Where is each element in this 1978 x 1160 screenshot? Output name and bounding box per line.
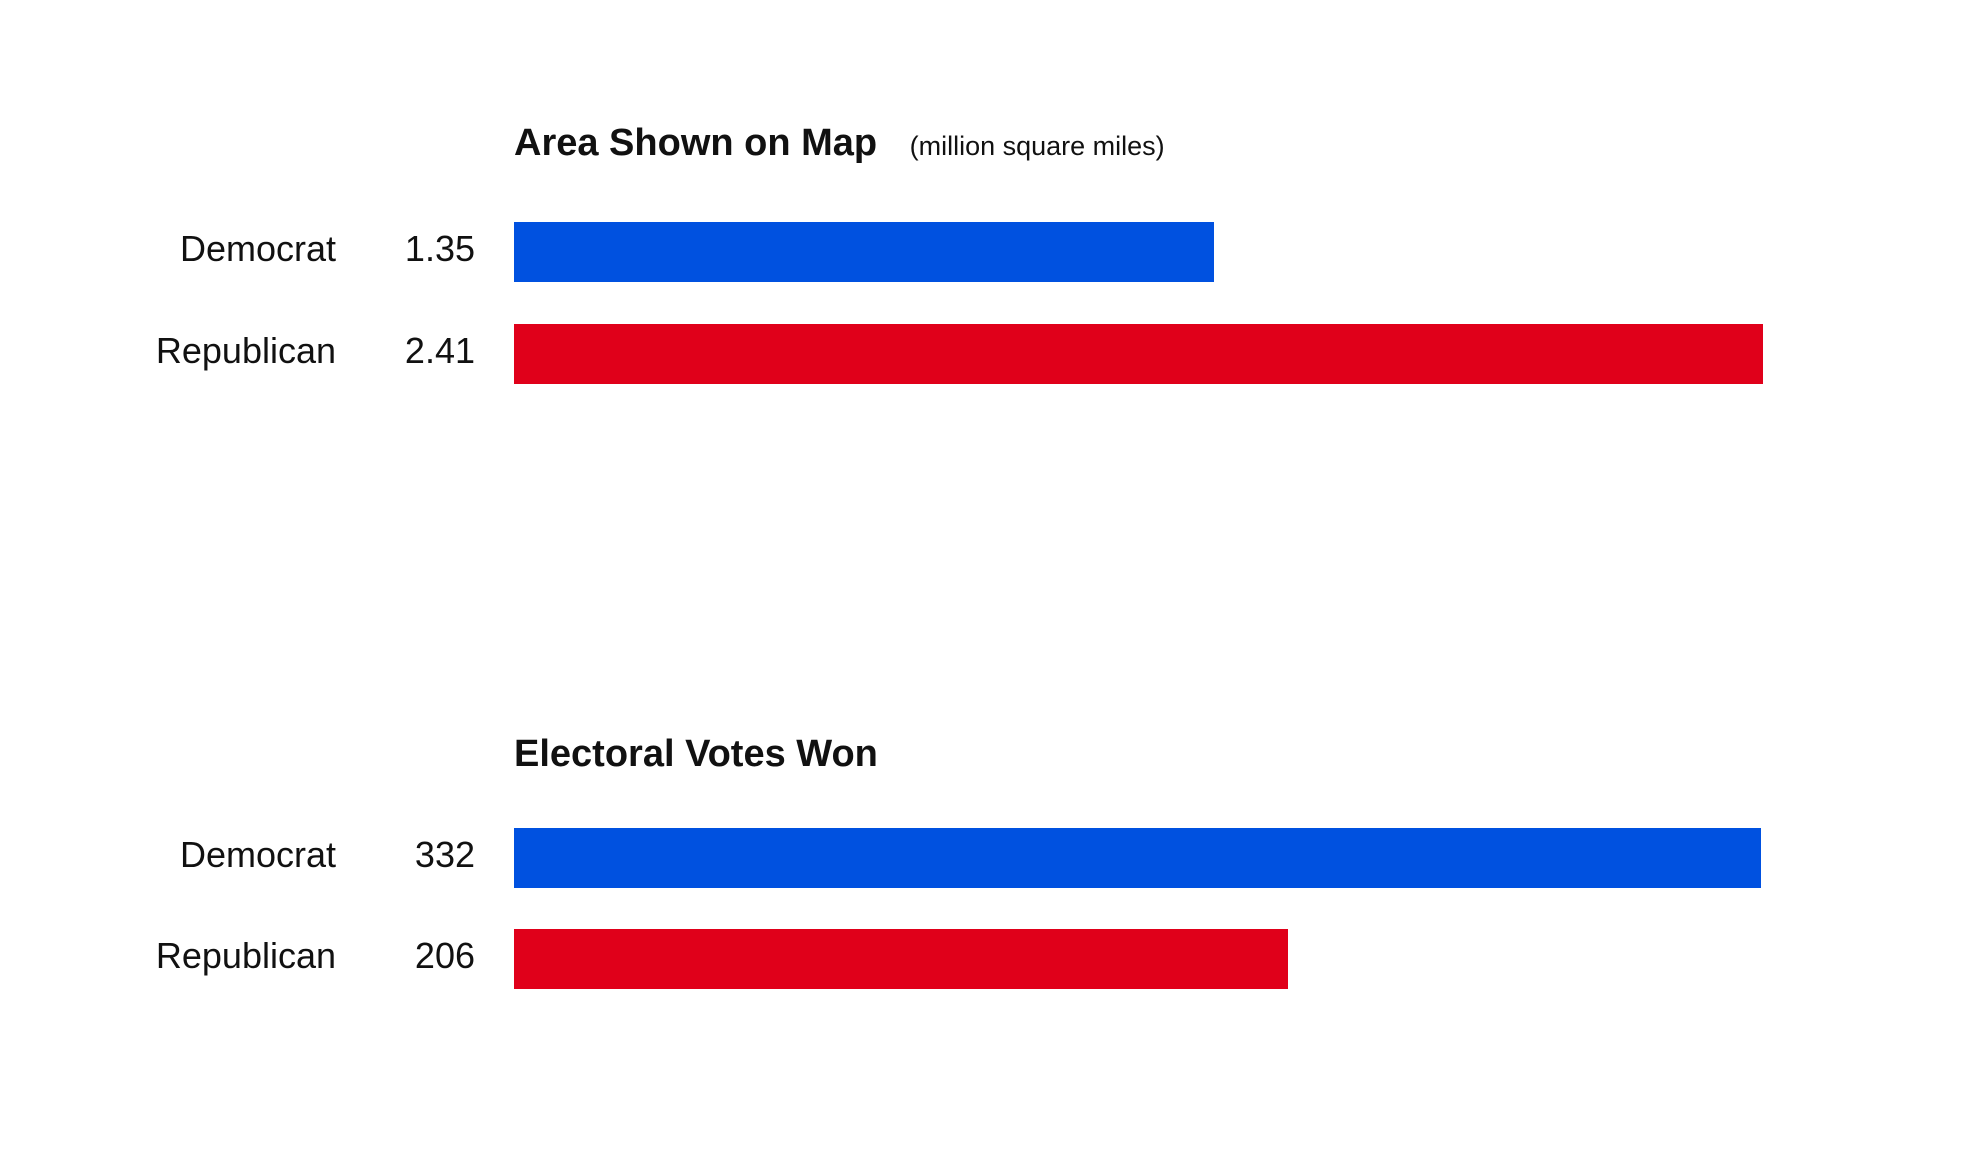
area-chart-subtitle: (million square miles) (909, 131, 1165, 161)
electoral-bar-democrat (514, 828, 1761, 888)
area-row-republican-value: 2.41 (404, 330, 475, 371)
area-row-republican-label: Republican (155, 330, 336, 371)
electoral-row-republican-value: 206 (414, 935, 475, 976)
area-chart-title-block: Area Shown on Map (million square miles) (514, 122, 1165, 165)
area-row-republican: Republican 2.41 (0, 324, 1978, 384)
electoral-row-republican: Republican 206 (0, 929, 1978, 989)
area-chart-title: Area Shown on Map (514, 122, 878, 164)
area-bar-democrat (514, 222, 1214, 282)
electoral-chart-title: Electoral Votes Won (514, 733, 878, 775)
electoral-chart-title-block: Electoral Votes Won (514, 733, 878, 776)
electoral-row-democrat-value: 332 (414, 834, 475, 875)
electoral-bar-republican (514, 929, 1288, 989)
area-row-democrat: Democrat 1.35 (0, 222, 1978, 282)
area-bar-republican (514, 324, 1763, 384)
electoral-row-democrat-label: Democrat (179, 834, 336, 875)
area-row-democrat-label: Democrat (179, 228, 336, 269)
area-row-democrat-value: 1.35 (404, 228, 475, 269)
electoral-row-republican-label: Republican (155, 935, 336, 976)
electoral-row-democrat: Democrat 332 (0, 828, 1978, 888)
